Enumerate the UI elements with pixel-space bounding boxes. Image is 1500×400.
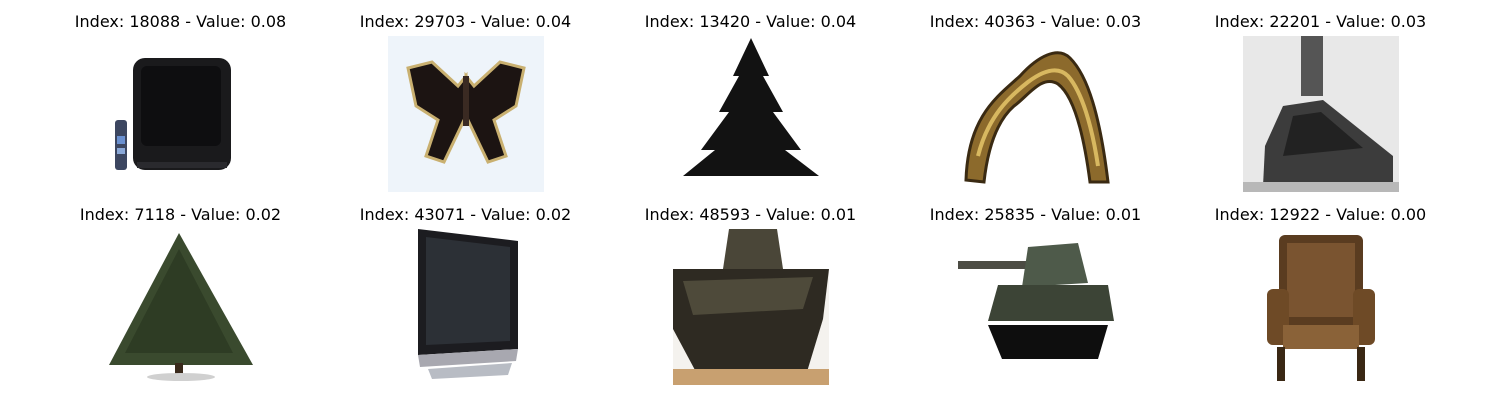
flat-screen-tv-image — [388, 229, 544, 385]
image-tile: Index: 43071 - Value: 0.02 — [323, 205, 608, 395]
tile-caption: Index: 12922 - Value: 0.00 — [1214, 205, 1427, 224]
pine-tree-image — [673, 36, 829, 192]
tank-image — [958, 229, 1114, 385]
butterfly-image — [388, 36, 544, 192]
image-tile: Index: 18088 - Value: 0.08 — [38, 12, 323, 202]
crt-television-image — [103, 36, 259, 192]
image-tile: Index: 40363 - Value: 0.03 — [893, 12, 1178, 202]
tile-caption: Index: 40363 - Value: 0.03 — [929, 12, 1142, 31]
tile-caption: Index: 29703 - Value: 0.04 — [359, 12, 572, 31]
tile-caption: Index: 25835 - Value: 0.01 — [929, 205, 1142, 224]
tile-caption: Index: 13420 - Value: 0.04 — [644, 12, 857, 31]
image-tile: Index: 12922 - Value: 0.00 — [1178, 205, 1463, 395]
image-tile: Index: 48593 - Value: 0.01 — [608, 205, 893, 395]
tile-caption: Index: 48593 - Value: 0.01 — [644, 205, 857, 224]
tile-caption: Index: 22201 - Value: 0.03 — [1214, 12, 1427, 31]
image-tile: Index: 13420 - Value: 0.04 — [608, 12, 893, 202]
armchair-image — [1243, 229, 1399, 385]
tank-closeup-image — [673, 229, 829, 385]
evergreen-tree-image — [103, 229, 259, 385]
image-tile: Index: 7118 - Value: 0.02 — [38, 205, 323, 395]
tile-caption: Index: 43071 - Value: 0.02 — [359, 205, 572, 224]
image-tile: Index: 25835 - Value: 0.01 — [893, 205, 1178, 395]
steam-locomotive-image — [1243, 36, 1399, 192]
tile-caption: Index: 7118 - Value: 0.02 — [79, 205, 282, 224]
caterpillar-image — [958, 36, 1114, 192]
tile-caption: Index: 18088 - Value: 0.08 — [74, 12, 287, 31]
image-tile: Index: 29703 - Value: 0.04 — [323, 12, 608, 202]
image-tile: Index: 22201 - Value: 0.03 — [1178, 12, 1463, 202]
